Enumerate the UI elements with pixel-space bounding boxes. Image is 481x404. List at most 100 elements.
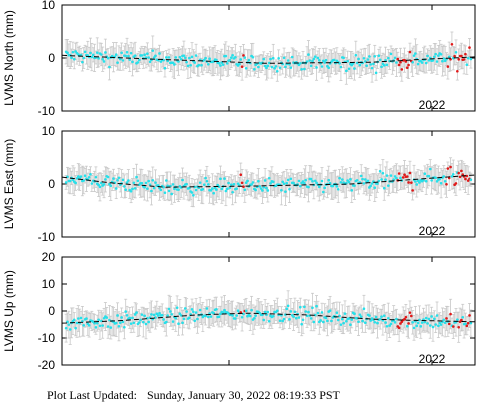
data-point <box>307 310 310 314</box>
recent-point <box>460 169 463 173</box>
data-point <box>147 179 151 183</box>
data-point <box>129 51 133 55</box>
data-point <box>324 58 328 62</box>
data-point <box>90 55 94 59</box>
y-tick-label: 0 <box>48 177 55 191</box>
data-point <box>380 315 383 318</box>
data-point <box>156 314 160 317</box>
data-point <box>185 310 188 313</box>
data-point <box>308 59 312 62</box>
data-point <box>181 321 184 325</box>
data-point <box>143 314 146 318</box>
data-point <box>386 56 390 60</box>
data-point <box>117 325 121 328</box>
recent-point <box>410 314 413 318</box>
data-point <box>82 324 86 327</box>
data-point <box>349 323 352 326</box>
data-point <box>102 183 106 186</box>
data-point <box>82 179 86 182</box>
data-point <box>254 314 257 317</box>
data-point <box>215 307 218 311</box>
data-point <box>382 186 386 190</box>
data-point <box>353 312 356 315</box>
recent-point <box>411 189 414 192</box>
data-point <box>430 179 433 182</box>
data-point <box>121 320 125 324</box>
trend-line <box>61 174 476 188</box>
data-point <box>335 185 339 188</box>
data-point <box>378 317 382 321</box>
data-point <box>177 188 180 191</box>
data-point <box>388 59 391 63</box>
data-point <box>229 183 233 186</box>
y-tick-label: -10 <box>38 230 56 244</box>
data-point <box>303 181 306 185</box>
data-point <box>274 64 278 68</box>
data-point <box>327 178 331 182</box>
data-point <box>399 176 402 180</box>
data-point <box>188 316 191 320</box>
data-point <box>89 51 92 55</box>
data-point <box>339 323 343 326</box>
data-point <box>359 315 363 318</box>
data-point <box>317 185 321 189</box>
data-point <box>167 56 171 59</box>
data-point <box>170 312 174 316</box>
data-point <box>148 60 152 64</box>
data-point <box>261 189 264 192</box>
data-point <box>192 193 195 197</box>
data-point <box>275 69 279 73</box>
data-point <box>290 55 294 59</box>
data-point <box>443 321 447 325</box>
data-point <box>433 317 436 321</box>
data-point <box>97 183 100 187</box>
data-point <box>224 54 228 58</box>
data-point <box>438 177 442 181</box>
recent-point <box>449 312 452 316</box>
data-point <box>106 175 110 179</box>
data-point <box>262 186 266 189</box>
data-point <box>414 180 417 183</box>
data-point <box>438 321 442 325</box>
data-point <box>265 186 268 190</box>
data-point <box>434 176 437 180</box>
data-point <box>248 314 252 318</box>
data-point <box>415 324 419 328</box>
data-point <box>223 308 226 312</box>
data-point <box>221 63 225 66</box>
data-point <box>420 61 424 64</box>
data-point <box>385 174 389 177</box>
up-panel: LVMS Up (mm) 20 10 0 -10 -20 2022 <box>2 250 476 372</box>
data-point <box>228 58 232 62</box>
data-point <box>377 54 381 58</box>
data-point <box>336 187 340 191</box>
data-point <box>77 317 80 320</box>
data-point <box>94 326 98 329</box>
recent-point <box>447 322 451 326</box>
plot-border <box>61 4 476 112</box>
data-point <box>224 189 228 193</box>
data-point <box>322 190 325 194</box>
data-point <box>309 317 313 320</box>
data-point <box>423 172 427 175</box>
data-point <box>297 179 301 183</box>
data-point <box>376 321 379 325</box>
data-point <box>158 311 161 315</box>
data-point <box>263 179 267 182</box>
data-point <box>345 69 348 73</box>
data-point <box>412 326 416 330</box>
data-point <box>442 318 446 322</box>
data-point <box>312 57 316 61</box>
data-point <box>125 50 129 54</box>
recent-point <box>454 182 458 185</box>
recent-point <box>456 69 459 73</box>
data-point <box>133 54 137 57</box>
x-tick-label: 2022 <box>419 98 446 112</box>
data-point <box>303 305 306 309</box>
data-point <box>447 55 451 59</box>
data-point <box>439 181 443 185</box>
data-points <box>64 304 473 331</box>
data-point <box>267 319 271 323</box>
data-point <box>140 181 144 185</box>
data-point <box>192 310 195 314</box>
